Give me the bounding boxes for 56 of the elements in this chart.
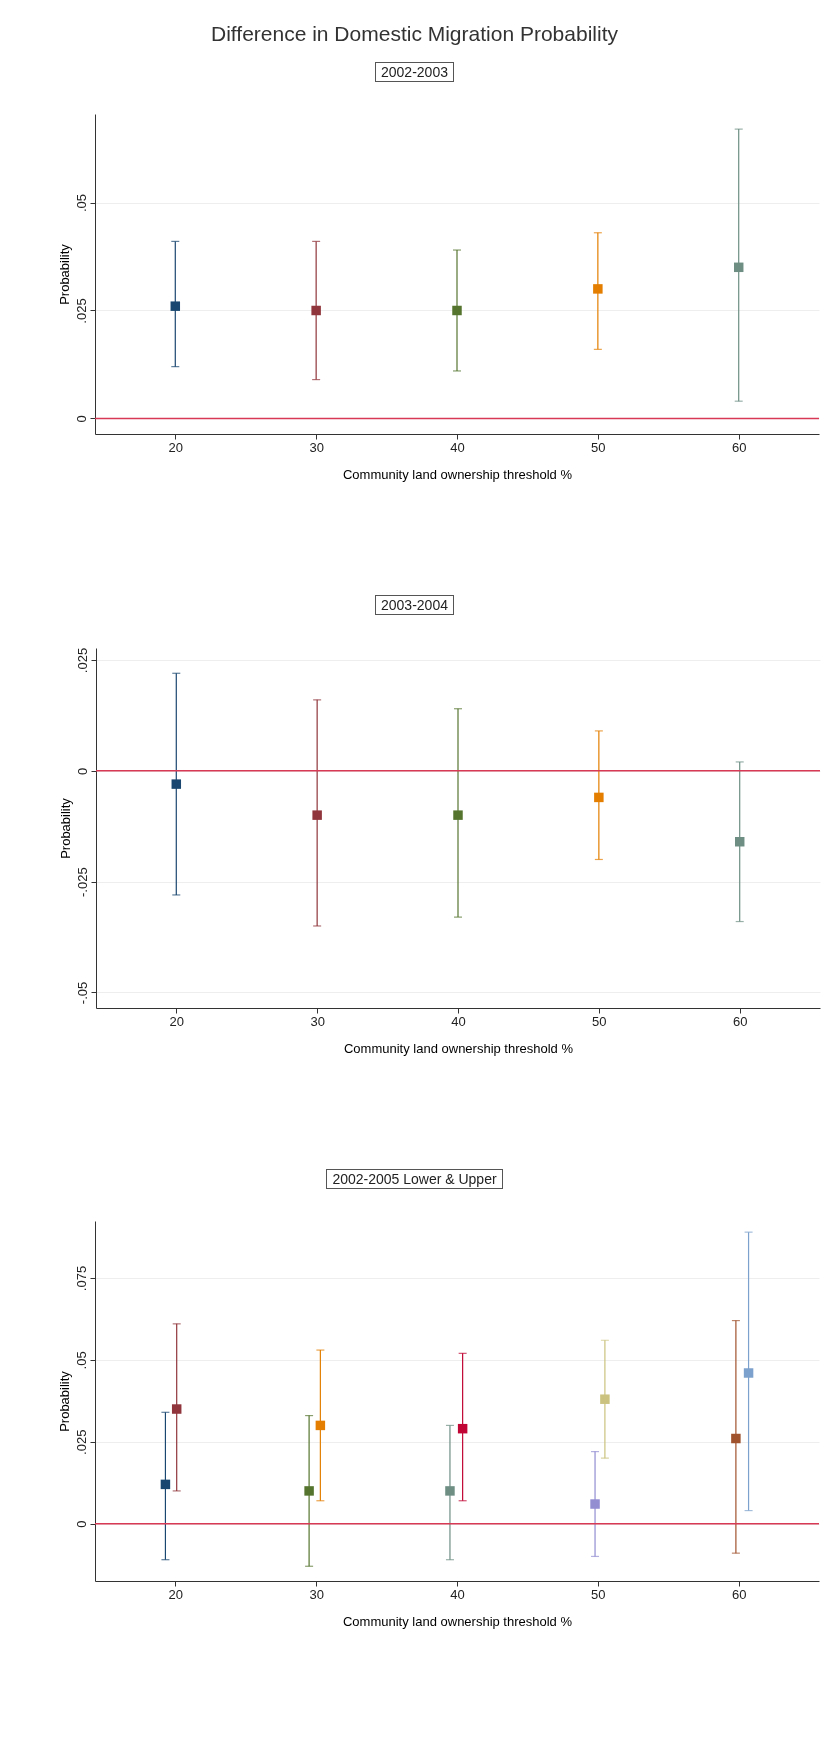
- y-axis-title: Probability: [56, 243, 72, 305]
- y-tick-label: -.025: [74, 867, 90, 897]
- x-tick-label: 30: [309, 439, 324, 455]
- point: [171, 779, 182, 789]
- point: [453, 810, 463, 820]
- point: [733, 262, 744, 273]
- point: [315, 1420, 326, 1431]
- point: [170, 301, 181, 311]
- y-tick-label: .025: [73, 1429, 89, 1455]
- x-tick-label: 60: [731, 1586, 747, 1602]
- y-tick-label: .025: [73, 298, 89, 324]
- x-tick-label: 40: [451, 1013, 466, 1029]
- point: [171, 1404, 182, 1414]
- x-axis-title: Community land ownership threshold %: [342, 1613, 573, 1629]
- y-tick-label: .05: [73, 193, 89, 213]
- point: [594, 792, 604, 803]
- point: [600, 1394, 610, 1404]
- x-tick-label: 30: [309, 1586, 324, 1602]
- y-tick-label: 0: [73, 415, 89, 423]
- y-tick-label: .075: [73, 1265, 89, 1292]
- point: [312, 810, 322, 820]
- point: [593, 284, 603, 294]
- x-tick-label: 20: [168, 439, 184, 455]
- x-tick-label: 20: [168, 1586, 184, 1602]
- y-tick-label: .025: [74, 647, 90, 674]
- x-tick-label: 40: [450, 439, 465, 455]
- point: [304, 1486, 314, 1496]
- y-tick-label: 0: [74, 767, 90, 775]
- point: [734, 837, 745, 847]
- point: [731, 1433, 741, 1444]
- point: [311, 305, 321, 316]
- chart-subtitle: 2003-2004: [375, 595, 454, 615]
- y-tick-label: .05: [73, 1351, 89, 1370]
- x-tick-label: 50: [592, 1013, 607, 1029]
- y-tick-label: -.05: [74, 981, 90, 1005]
- y-axis-title: Probability: [57, 797, 73, 859]
- point: [457, 1423, 468, 1434]
- x-tick-label: 30: [310, 1013, 325, 1029]
- x-tick-label: 50: [591, 1586, 606, 1602]
- x-tick-label: 60: [731, 439, 747, 455]
- x-tick-label: 40: [450, 1586, 465, 1602]
- x-tick-label: 60: [732, 1013, 748, 1029]
- chart-subtitle: 2002-2005 Lower & Upper: [326, 1169, 503, 1189]
- point: [160, 1479, 171, 1490]
- x-tick-label: 20: [169, 1013, 185, 1029]
- x-tick-label: 50: [591, 439, 606, 455]
- x-axis-title: Community land ownership threshold %: [342, 466, 573, 482]
- chart-title: Difference in Domestic Migration Probability: [210, 22, 619, 46]
- point: [452, 305, 462, 316]
- point: [590, 1499, 600, 1509]
- point: [743, 1368, 754, 1378]
- point: [445, 1486, 455, 1496]
- y-tick-label: 0: [73, 1520, 89, 1528]
- y-axis-title: Probability: [56, 1370, 72, 1432]
- x-axis-title: Community land ownership threshold %: [343, 1040, 574, 1056]
- chart-subtitle: 2002-2003: [375, 62, 454, 82]
